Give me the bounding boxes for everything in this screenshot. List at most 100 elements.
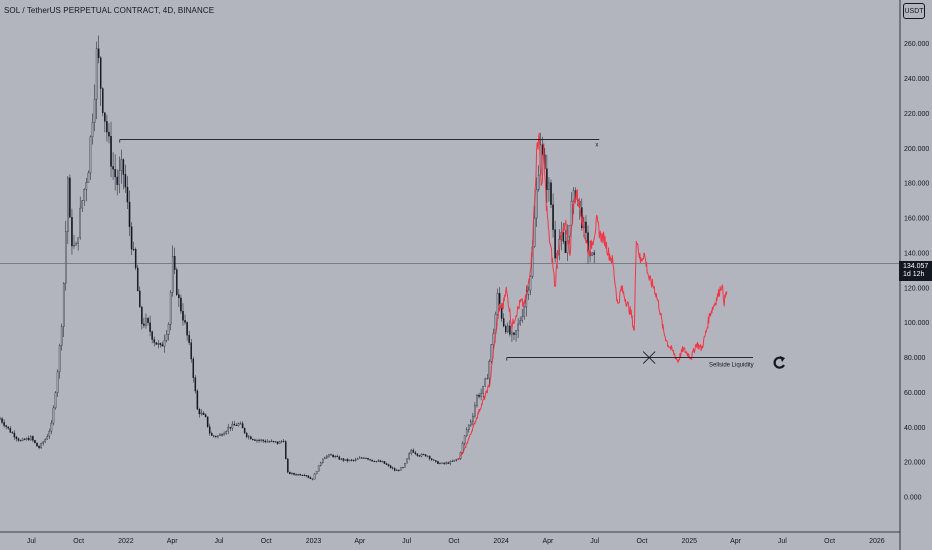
candle-body bbox=[476, 395, 478, 406]
candle-body bbox=[467, 424, 470, 430]
candle-body bbox=[245, 432, 248, 438]
candle-body bbox=[385, 463, 388, 465]
x-tick-label: Apr bbox=[542, 538, 554, 545]
candle-body bbox=[25, 438, 28, 440]
y-tick-label: 160.000 bbox=[904, 216, 929, 223]
candle-body bbox=[509, 325, 511, 335]
candle-body bbox=[317, 465, 320, 472]
candle-body bbox=[315, 471, 318, 475]
candle-body bbox=[221, 434, 223, 436]
candle-body bbox=[258, 439, 260, 441]
candle-body bbox=[484, 378, 486, 387]
candle-body bbox=[523, 306, 526, 317]
candle-body bbox=[276, 441, 279, 444]
y-tick-label: 60.000 bbox=[904, 390, 926, 397]
candle-body bbox=[504, 325, 507, 333]
x-tick-label: Jul bbox=[214, 538, 223, 545]
candle-body bbox=[591, 252, 593, 256]
candle-body bbox=[274, 441, 277, 443]
currency-button[interactable]: USDT bbox=[903, 3, 925, 19]
candle-body bbox=[262, 439, 264, 442]
candle-body bbox=[128, 201, 131, 227]
annotation-label: Sellside Liquidity bbox=[709, 363, 754, 369]
candle-body bbox=[204, 414, 207, 417]
candle-body bbox=[50, 422, 53, 432]
candle-body bbox=[233, 423, 236, 426]
candle-body bbox=[389, 465, 392, 469]
candle-body bbox=[412, 449, 415, 453]
x-tick-label: 2025 bbox=[681, 538, 697, 545]
candle-body bbox=[564, 241, 567, 253]
candle-body bbox=[441, 462, 443, 464]
candle-body bbox=[546, 168, 548, 191]
candle-body bbox=[5, 425, 7, 427]
candle-body bbox=[433, 459, 435, 461]
candle-body bbox=[241, 423, 244, 429]
candle-body bbox=[30, 436, 32, 441]
candle-body bbox=[139, 290, 141, 308]
candle-body bbox=[461, 443, 464, 453]
overlay-price-line bbox=[458, 132, 728, 461]
reload-arrow-icon bbox=[780, 356, 785, 362]
candle-body bbox=[359, 457, 361, 459]
candle-body bbox=[42, 441, 44, 444]
candle-body bbox=[15, 436, 18, 439]
candle-body bbox=[437, 461, 439, 464]
candle-body bbox=[482, 385, 484, 394]
candle-body bbox=[250, 436, 252, 440]
candle-body bbox=[184, 320, 186, 323]
candle-body bbox=[548, 182, 550, 191]
candle-body bbox=[210, 432, 213, 436]
candle-body bbox=[235, 425, 238, 426]
candle-body bbox=[102, 88, 104, 113]
candle-body bbox=[287, 458, 289, 473]
candle-body bbox=[196, 390, 199, 410]
candle-body bbox=[192, 358, 195, 378]
candle-body bbox=[95, 48, 98, 100]
candle-body bbox=[535, 189, 538, 219]
candle-body bbox=[28, 438, 30, 441]
candle-body bbox=[418, 455, 421, 457]
candle-body bbox=[104, 112, 106, 122]
candle-body bbox=[451, 460, 454, 462]
candle-body bbox=[346, 459, 349, 462]
candle-body bbox=[60, 326, 63, 346]
x-tick-label: Oct bbox=[637, 538, 648, 545]
candle-body bbox=[416, 453, 419, 456]
candle-body bbox=[3, 422, 5, 426]
candle-body bbox=[11, 432, 14, 434]
candle-body bbox=[354, 459, 357, 461]
candle-body bbox=[472, 415, 474, 422]
x-tick-label: Jul bbox=[590, 538, 599, 545]
candle-body bbox=[379, 460, 382, 463]
candle-body bbox=[326, 455, 328, 458]
candle-body bbox=[182, 310, 184, 321]
candle-body bbox=[369, 459, 371, 461]
candle-body bbox=[381, 461, 384, 463]
candle-body bbox=[307, 475, 310, 478]
candle-body bbox=[32, 436, 34, 441]
candle-body bbox=[217, 435, 219, 437]
candle-body bbox=[130, 226, 133, 250]
candle-body bbox=[428, 455, 431, 459]
candle-body bbox=[206, 416, 209, 427]
candle-body bbox=[178, 294, 180, 299]
last-price-badge: 134.057 1d 12h bbox=[899, 261, 932, 281]
candle-body bbox=[515, 330, 517, 335]
y-tick-label: 220.000 bbox=[904, 111, 929, 118]
x-tick-label: 2026 bbox=[869, 538, 885, 545]
candle-body bbox=[99, 57, 102, 89]
candle-body bbox=[367, 458, 369, 460]
candle-body bbox=[268, 441, 271, 443]
last-price-countdown: 1d 12h bbox=[903, 271, 925, 278]
candle-body bbox=[93, 99, 96, 123]
candle-body bbox=[324, 457, 326, 460]
candle-body bbox=[176, 269, 178, 295]
candle-body bbox=[414, 452, 417, 454]
candle-body bbox=[309, 477, 312, 479]
candle-body bbox=[301, 474, 304, 476]
candle-body bbox=[585, 221, 587, 233]
candle-body bbox=[338, 456, 341, 460]
candle-body bbox=[264, 440, 266, 443]
